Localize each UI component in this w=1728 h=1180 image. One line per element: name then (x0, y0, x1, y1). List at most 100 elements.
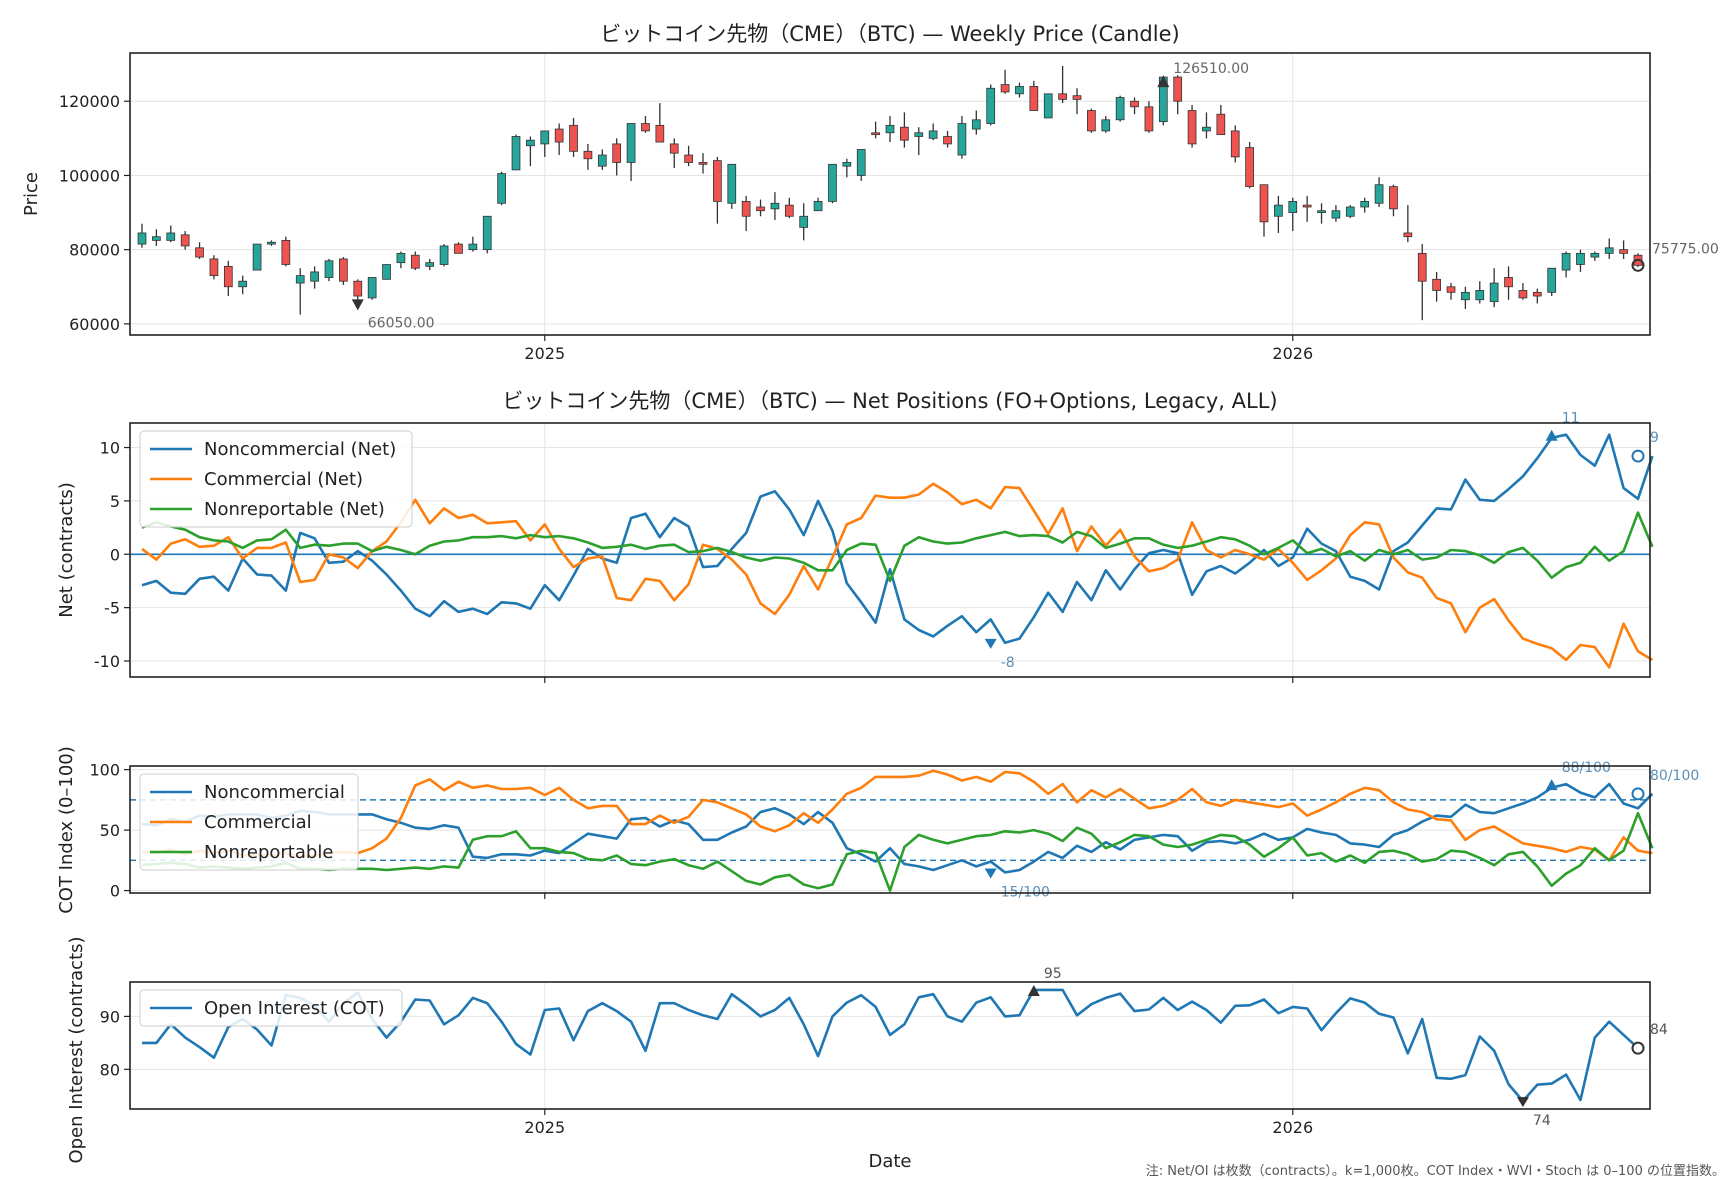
candle (180, 231, 190, 250)
candle-body (612, 143, 622, 163)
candle-body (1345, 206, 1355, 217)
candle (914, 127, 924, 156)
candle (1345, 205, 1355, 219)
candle (295, 268, 305, 315)
candle (1518, 283, 1528, 300)
legend-label: Noncommercial (204, 782, 345, 803)
last-marker (1631, 787, 1645, 801)
last-marker (1631, 449, 1645, 463)
candle-body (497, 173, 506, 204)
candle-body (267, 241, 276, 245)
y-tick-label: 120000 (59, 92, 120, 111)
candle-body (468, 243, 478, 251)
candle (223, 260, 233, 297)
candle (1187, 104, 1197, 148)
candle (367, 277, 377, 300)
candle (1403, 205, 1413, 243)
last-annotation: 75775.00 (1652, 241, 1719, 257)
max-annotation: 88/100 (1562, 760, 1611, 776)
candle (554, 123, 564, 156)
candle (1072, 88, 1082, 115)
candle-body (1604, 247, 1614, 254)
candle (871, 121, 880, 139)
candle (1144, 101, 1154, 133)
candle (410, 251, 420, 271)
candle (885, 116, 895, 143)
net-x-ticks (544, 677, 1294, 683)
oi-annotations: 95 74 84 (1027, 966, 1668, 1129)
candle (324, 258, 334, 282)
candle-body (784, 204, 794, 217)
candle-body (698, 162, 708, 165)
min-annotation: -8 (1001, 655, 1015, 671)
candle-body (180, 234, 190, 247)
candle (1619, 240, 1628, 259)
y-tick-label: 80 (100, 1060, 120, 1079)
y-tick-label: 60000 (69, 315, 120, 334)
candle (339, 257, 348, 285)
candle-body (324, 260, 334, 278)
net-annotations: -8 11 9 (984, 411, 1659, 671)
candle (1475, 281, 1485, 304)
candle-body (1216, 113, 1226, 136)
price-candles (137, 65, 1643, 321)
candle-body (1259, 184, 1269, 223)
price-panel: ビットコイン先物（CME）（BTC) — Weekly Price (Candl… (21, 22, 1719, 363)
series-line (141, 433, 1654, 645)
net-legend: Noncommercial (Net) Commercial (Net) Nonre… (139, 430, 413, 528)
candle (1317, 203, 1326, 224)
candle (1230, 125, 1240, 163)
candle (425, 258, 435, 271)
x-tick-label: 2026 (1272, 344, 1313, 363)
x-tick-label: 2025 (524, 344, 565, 363)
price-plot-frame (129, 52, 1651, 336)
candle (770, 192, 780, 220)
candle-body (1015, 85, 1024, 95)
last-annotation: 80/100 (1650, 768, 1699, 784)
candle-body (813, 201, 823, 212)
candle (986, 84, 996, 126)
candle-body (1187, 110, 1197, 145)
candle (713, 156, 722, 224)
candle (569, 117, 578, 157)
y-tick-label: 80000 (69, 241, 120, 260)
candle-body (1230, 130, 1240, 158)
candle (137, 223, 147, 248)
series-line (141, 782, 1654, 874)
oi-plot-frame (129, 981, 1651, 1110)
candle-body (1576, 252, 1585, 265)
legend-box (139, 773, 359, 871)
cot-plot-frame (129, 765, 1651, 894)
candle-body (425, 262, 435, 267)
candle (1590, 251, 1600, 261)
candle-body (1043, 93, 1053, 119)
candle-body (511, 136, 521, 171)
x-tick-label: 2025 (524, 1118, 565, 1137)
candle-body (1446, 286, 1456, 293)
candle (482, 215, 492, 254)
oi-y-ticks: 80 90 (100, 1007, 130, 1079)
candle (1432, 271, 1441, 302)
candle-body (669, 143, 679, 154)
x-tick-label: 2026 (1272, 1118, 1313, 1137)
y-tick-label: 10 (100, 439, 120, 458)
oi-lines (142, 988, 1639, 1103)
candle-body (1029, 85, 1039, 111)
candle-body (641, 123, 650, 132)
candle-body (238, 280, 248, 288)
candle (1130, 97, 1139, 115)
max-annotation: 95 (1044, 966, 1062, 982)
candle (669, 138, 679, 169)
candle (1374, 177, 1384, 207)
candle-body (281, 239, 291, 265)
candle (1216, 104, 1226, 136)
candle (511, 134, 521, 171)
candle (741, 195, 751, 232)
price-annotations: 66050.00 126510.00 75775.00 (351, 61, 1719, 331)
candle-body (971, 119, 981, 130)
legend-label: Noncommercial (Net) (204, 439, 396, 460)
candle-body (986, 87, 996, 124)
candle-body (597, 154, 607, 167)
